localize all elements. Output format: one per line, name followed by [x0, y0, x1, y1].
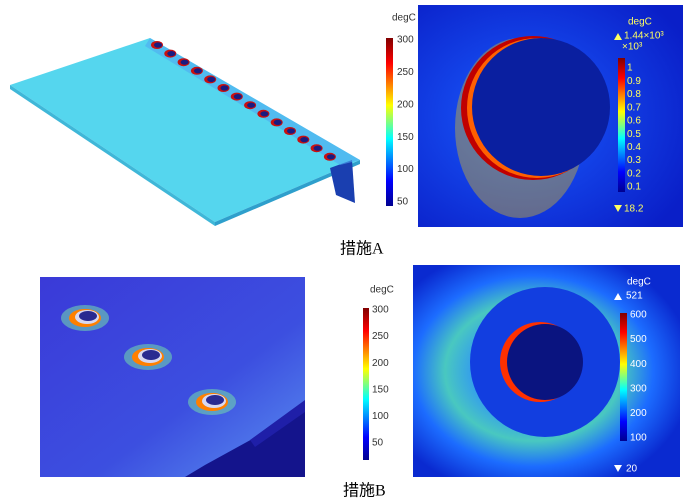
colorbar-tick-label: 0.2 — [627, 168, 641, 179]
colorbar-tick-label: 200 — [372, 358, 389, 369]
colorbar — [386, 38, 393, 206]
colorbar-tick-label: 100 — [372, 411, 389, 422]
colorbar-tick-label: 150 — [372, 384, 389, 395]
colorbar — [618, 58, 625, 192]
figure: 措施A 措施B degC 300 250 200 150 100 50 degC 1 0.9 0.8… — [0, 0, 689, 501]
colorbar — [363, 308, 369, 460]
colorbar-tick-label: 250 — [397, 67, 414, 78]
hole — [181, 60, 189, 65]
hole — [234, 94, 242, 99]
colorbar-tick-label: 0.3 — [627, 155, 641, 166]
colorbar-tick-label: 300 — [372, 305, 389, 316]
colorbar-tick-label: 0.6 — [627, 116, 641, 127]
colorbar — [620, 313, 627, 441]
max-label: 1.44×10³ — [624, 31, 664, 42]
colorbar-tick-label: 200 — [630, 408, 647, 419]
colorbar-tick-label: 0.5 — [627, 129, 641, 140]
colorbar-tick-label: 50 — [372, 438, 384, 449]
hole — [207, 77, 215, 82]
hole — [79, 311, 97, 321]
unit-label: degC — [627, 277, 651, 288]
colorbar-tick-label: 400 — [630, 359, 647, 370]
colorbar-tick-label: 0.9 — [627, 76, 641, 87]
max-label: 521 — [626, 291, 643, 302]
scale-label: ×10³ — [622, 42, 643, 53]
min-label: 18.2 — [624, 204, 644, 215]
colorbar-tick-label: 200 — [397, 99, 414, 110]
caption: 措施B — [343, 482, 386, 500]
hole — [142, 350, 160, 360]
colorbar-tick-label: 300 — [397, 35, 414, 46]
colorbar-tick-label: 150 — [397, 132, 414, 143]
colorbar-tick-label: 100 — [397, 164, 414, 175]
unit-label: degC — [370, 285, 394, 296]
hole — [314, 146, 322, 151]
colorbar-tick-label: 250 — [372, 331, 389, 342]
colorbar-tick-label: 0.8 — [627, 89, 641, 100]
hole — [274, 120, 282, 125]
hole — [260, 111, 268, 116]
hole — [247, 103, 255, 108]
colorbar-tick-label: 50 — [397, 197, 409, 208]
hole — [206, 395, 224, 405]
colorbar-tick-label: 300 — [630, 383, 647, 394]
hole — [221, 85, 229, 90]
caption: 措施A — [340, 240, 384, 258]
unit-label: degC — [628, 17, 652, 28]
hole — [300, 137, 308, 142]
hole — [154, 42, 162, 47]
hole — [167, 51, 175, 56]
colorbar-tick-label: 0.1 — [627, 182, 641, 193]
plate-a — [10, 38, 360, 226]
hole — [287, 128, 295, 133]
colorbar-tick-label: 1 — [627, 63, 633, 74]
min-label: 20 — [626, 464, 638, 475]
colorbar-tick-label: 0.7 — [627, 102, 641, 113]
hole — [194, 68, 202, 73]
colorbar-tick-label: 600 — [630, 310, 647, 321]
colorbar-tick-label: 100 — [630, 433, 647, 444]
colorbar-tick-label: 500 — [630, 334, 647, 345]
unit-label: degC — [392, 13, 416, 24]
colorbar-tick-label: 0.4 — [627, 142, 641, 153]
hole — [327, 154, 335, 159]
